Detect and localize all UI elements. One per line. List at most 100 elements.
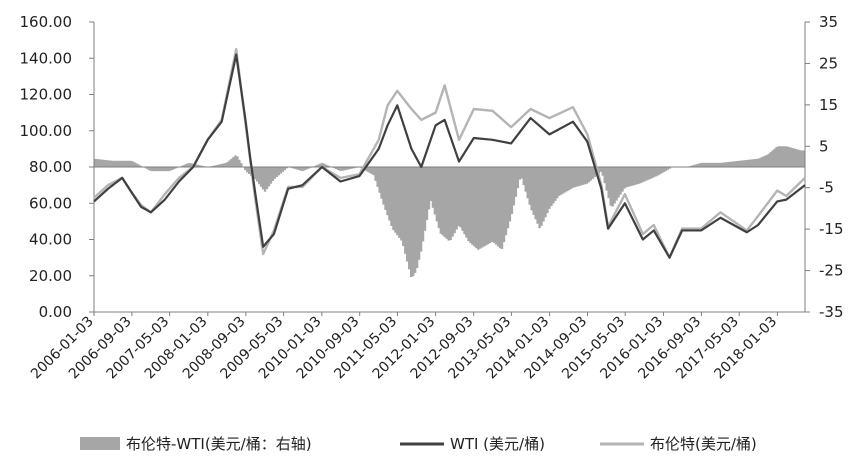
spread-bar (635, 167, 638, 185)
spread-bar (336, 167, 340, 170)
spread-bar (656, 167, 660, 176)
spread-bar (803, 150, 806, 167)
spread-bar (751, 159, 755, 167)
spread-bar (534, 167, 537, 220)
spread-bar (556, 167, 559, 199)
spread-bar (366, 167, 369, 172)
spread-bar (261, 167, 265, 190)
spread-bar (775, 147, 778, 167)
chart-axes (93, 22, 806, 313)
spread-bar (196, 164, 200, 167)
spread-bar (449, 167, 452, 241)
spread-bar (161, 167, 164, 172)
spread-bar (433, 167, 437, 215)
spread-bar (167, 167, 170, 172)
spread-bar (698, 163, 701, 167)
spread-bar (518, 167, 522, 180)
spread-bar (421, 167, 425, 242)
spread-bar (173, 167, 176, 170)
right-axis-ticks: -35 -25 -15 -5 5 15 25 35 (805, 13, 844, 321)
spread-bar (487, 167, 490, 245)
spread-bar (781, 146, 784, 167)
spread-bar (696, 163, 699, 167)
spread-bar (396, 167, 399, 236)
spread-bar (716, 162, 719, 167)
spread-bar (771, 150, 774, 167)
spread-bar (662, 167, 666, 173)
spread-bar (569, 167, 573, 189)
spread-bar (587, 167, 591, 183)
spread-bar (283, 167, 286, 171)
spread-bar (710, 162, 713, 167)
spread-bar (200, 165, 204, 167)
spread-bar (597, 167, 601, 174)
spread-bar (639, 167, 642, 184)
spread-bar (174, 167, 178, 169)
spread-bar (801, 150, 804, 167)
spread-bar (171, 167, 174, 170)
spread-bar (700, 162, 703, 167)
spread-bar (528, 167, 531, 205)
spread-bar (757, 158, 760, 167)
spread-bar (548, 167, 551, 209)
spread-bar (447, 167, 450, 241)
spread-bar (485, 167, 488, 246)
spread-bar (694, 164, 697, 167)
spread-bar (577, 167, 581, 187)
spread-bar (419, 167, 423, 252)
spread-bar (427, 167, 431, 210)
spread-bar (712, 162, 715, 167)
spread-bar (105, 160, 109, 167)
spread-bar (429, 167, 433, 202)
spread-bar (413, 167, 417, 273)
spread-bar (431, 167, 435, 208)
spread-bar (129, 160, 132, 167)
spread-bar (228, 160, 231, 167)
spread-bar (633, 167, 636, 186)
spread-bar (783, 146, 786, 167)
spread-bar (332, 167, 336, 169)
spread-bar (151, 167, 154, 172)
spread-bar (453, 167, 456, 234)
spread-bar (103, 159, 107, 167)
spread-bar (538, 167, 541, 229)
spread-bar (718, 162, 721, 167)
spread-bar (652, 167, 656, 178)
spread-bar (342, 167, 346, 171)
spread-bar (619, 167, 622, 195)
spread-bar (583, 167, 587, 185)
spread-bar (380, 167, 383, 199)
spread-bar (726, 162, 729, 167)
left-tick-label: 0.00 (39, 303, 72, 321)
spread-bar (741, 160, 745, 167)
spread-bar (469, 167, 472, 244)
legend-label-spread: 布伦特-WTI(美元/桶：右轴) (126, 435, 312, 453)
spread-bar (263, 167, 267, 192)
spread-bar (623, 167, 626, 189)
spread-bar (747, 159, 751, 167)
spread-bar (334, 167, 338, 170)
spread-bar (791, 147, 794, 167)
spread-bar (149, 167, 152, 171)
spread-bar (182, 164, 186, 167)
spread-bar (475, 167, 478, 249)
spread-bar (690, 165, 693, 167)
spread-bar (437, 167, 441, 229)
spread-bar (787, 146, 790, 167)
spread-bar (579, 167, 583, 186)
spread-bar (666, 167, 670, 170)
spread-bar (737, 160, 741, 167)
spread-bar (402, 167, 405, 247)
spread-bar (113, 160, 117, 167)
spread-bar (145, 167, 148, 169)
spread-bar (216, 164, 219, 167)
right-tick-label: 25 (819, 54, 838, 72)
spread-bar (281, 167, 285, 172)
spread-bar (269, 167, 273, 184)
spread-bar (500, 167, 504, 249)
right-tick-label: -5 (819, 179, 834, 197)
spread-bar (121, 160, 125, 167)
spread-bar (581, 167, 585, 185)
spread-bar (759, 157, 762, 167)
spread-bar (743, 160, 747, 167)
